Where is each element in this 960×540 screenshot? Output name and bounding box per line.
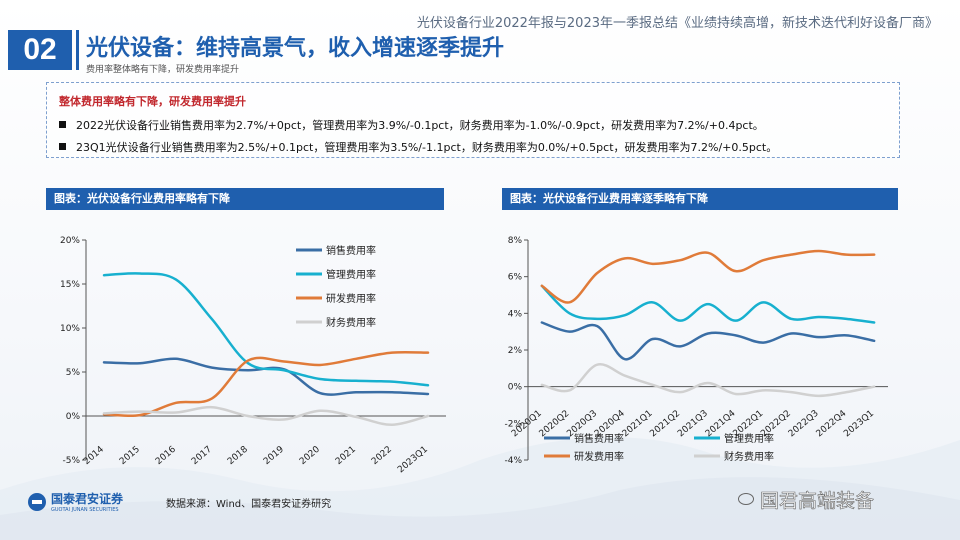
series-line [102, 405, 430, 427]
y-tick-label: 4% [508, 309, 523, 319]
y-tick-label: 2% [508, 346, 523, 356]
summary-line: 23Q1光伏设备行业销售费用率为2.5%/+0.1pct，管理费用率为3.5%/… [59, 139, 777, 155]
x-tick-label: 2020Q2 [538, 409, 572, 440]
section-number: 02 [8, 30, 72, 70]
y-tick-label: 8% [508, 236, 523, 246]
watermark-text: 国君高端装备 [760, 490, 875, 513]
y-tick-label: 0% [508, 383, 523, 393]
x-tick-label: 2021Q3 [676, 409, 710, 440]
legend-label: 管理费用率 [724, 432, 774, 445]
x-tick-label: 2019 [262, 444, 286, 467]
legend-label: 研发费用率 [574, 450, 624, 463]
y-tick-label: -4% [504, 456, 522, 466]
legend-label: 财务费用率 [724, 450, 774, 463]
x-tick-label: 2022Q3 [787, 409, 821, 440]
series-line [540, 321, 876, 361]
series-line [102, 350, 430, 418]
x-tick-label: 2018 [226, 444, 250, 467]
series-line [540, 363, 876, 398]
watermark: 国君高端装备 [738, 486, 874, 513]
left-chart-header: 图表：光伏设备行业费用率略有下降 [46, 188, 444, 210]
x-tick-label: 2016 [154, 444, 178, 467]
data-source: 数据来源：Wind、国泰君安证券研究 [166, 499, 332, 510]
summary-heading: 整体费用率略有下降，研发费用率提升 [59, 95, 246, 108]
bullet-icon [59, 121, 66, 128]
report-title: 光伏设备行业2022年报与2023年一季报总结《业绩持续高增，新技术迭代利好设备… [416, 16, 938, 31]
page-title: 光伏设备：维持高景气，收入增速逐季提升 [86, 36, 505, 61]
y-tick-label: 10% [60, 324, 80, 334]
y-tick-label: -5% [62, 456, 80, 466]
x-tick-label: 2021Q2 [648, 409, 682, 440]
y-tick-label: 5% [66, 368, 81, 378]
page-subtitle: 费用率整体略有下降，研发费用率提升 [86, 65, 240, 75]
logo-text-en: GUOTAI JUNAN SECURITIES [51, 507, 119, 513]
legend-label: 销售费用率 [326, 244, 376, 257]
y-tick-label: -2% [504, 419, 522, 429]
bullet-icon [59, 143, 66, 150]
y-tick-label: 15% [60, 280, 80, 290]
summary-line-text: 23Q1光伏设备行业销售费用率为2.5%/+0.1pct，管理费用率为3.5%/… [76, 141, 778, 154]
series-line [102, 357, 430, 396]
x-tick-label: 2022Q4 [815, 408, 849, 439]
series-line [102, 272, 430, 387]
summary-line: 2022光伏设备行业销售费用率为2.7%/+0pct，管理费用率为3.9%/-0… [59, 117, 764, 133]
series-line [540, 249, 876, 304]
x-tick-label: 2022 [370, 445, 394, 467]
legend-label: 销售费用率 [574, 432, 624, 445]
x-tick-label: 2017 [190, 445, 214, 467]
background-hills [0, 437, 960, 540]
logo-icon [28, 492, 46, 511]
summary-box: 整体费用率略有下降，研发费用率提升 2022光伏设备行业销售费用率为2.7%/+… [46, 82, 900, 158]
section-divider [76, 30, 79, 70]
x-tick-label: 2023Q1 [396, 445, 430, 476]
x-tick-label: 2023Q1 [842, 409, 876, 440]
x-tick-label: 2021 [334, 445, 358, 467]
y-tick-label: 20% [60, 236, 80, 246]
x-tick-label: 2015 [118, 445, 142, 467]
summary-line-text: 2022光伏设备行业销售费用率为2.7%/+0pct，管理费用率为3.9%/-0… [76, 119, 764, 132]
legend-label: 管理费用率 [326, 268, 376, 281]
logo-text: 国泰君安证券 [51, 492, 124, 506]
wechat-icon [738, 493, 754, 505]
right-quarterly-expense-chart: 8%6%4%2%0%-2%-4%2020Q12020Q22020Q32020Q4… [504, 236, 888, 466]
legend-label: 财务费用率 [326, 316, 376, 329]
company-logo: 国泰君安证券 GUOTAI JUNAN SECURITIES [28, 490, 123, 513]
y-tick-label: 6% [508, 273, 523, 283]
legend-label: 研发费用率 [326, 292, 376, 305]
right-chart-header: 图表：光伏设备行业费用率逐季略有下降 [502, 188, 898, 210]
left-expense-ratio-chart: 20%15%10%5%0%-5% 2014 2015 2016 2017 2018 2019… [60, 236, 446, 476]
x-tick-label: 2020 [298, 444, 322, 467]
x-tick-label: 2021Q1 [621, 409, 655, 440]
y-tick-label: 0% [66, 412, 81, 422]
